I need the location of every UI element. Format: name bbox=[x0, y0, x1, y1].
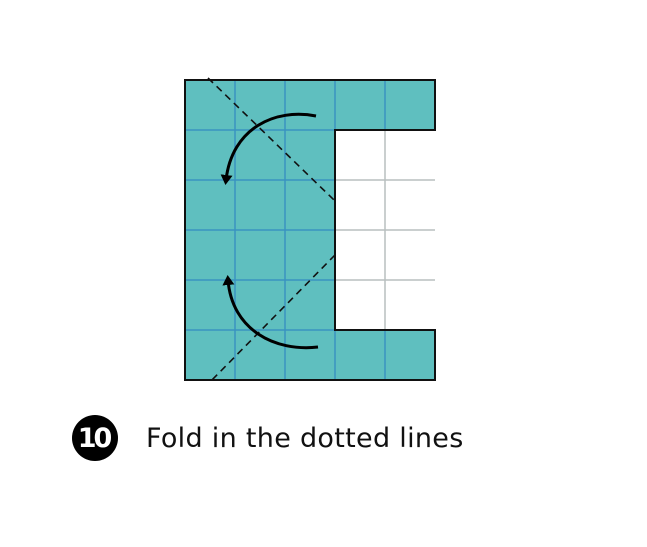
lower-diagonal-fold bbox=[211, 254, 336, 381]
grid-cell bbox=[235, 80, 285, 130]
grid-cell bbox=[235, 280, 285, 330]
step-caption: 10 Fold in the dotted lines bbox=[72, 415, 464, 461]
grid-cell bbox=[185, 80, 235, 130]
upper-diagonal-fold bbox=[207, 77, 335, 201]
grid-cell bbox=[285, 280, 335, 330]
grid-cell bbox=[185, 330, 235, 380]
grid-cell bbox=[185, 280, 235, 330]
grid-cell bbox=[335, 80, 385, 130]
grid-cell bbox=[335, 130, 385, 180]
grid-cell bbox=[385, 180, 435, 230]
grid-cell bbox=[185, 230, 235, 280]
grid-cell bbox=[285, 130, 335, 180]
grid-cell bbox=[335, 230, 385, 280]
origami-diagram bbox=[184, 77, 436, 381]
grid-cell bbox=[285, 230, 335, 280]
step-number-badge: 10 bbox=[72, 415, 118, 461]
upper-fold-arrow bbox=[220, 112, 317, 185]
grid-cell bbox=[335, 280, 385, 330]
lower-fold-arrow bbox=[222, 275, 319, 350]
grid-cell bbox=[385, 230, 435, 280]
grid-cell bbox=[385, 330, 435, 380]
grid-cell bbox=[235, 180, 285, 230]
grid-cell bbox=[285, 330, 335, 380]
grid-cell bbox=[285, 80, 335, 130]
grid-cell bbox=[335, 180, 385, 230]
grid-outline bbox=[184, 79, 436, 381]
step-instruction: Fold in the dotted lines bbox=[146, 422, 464, 454]
grid-cells bbox=[185, 80, 435, 380]
grid-cell bbox=[235, 230, 285, 280]
grid-cell bbox=[385, 130, 435, 180]
grid-cell bbox=[285, 180, 335, 230]
grid-cell bbox=[335, 330, 385, 380]
grid-cell bbox=[185, 180, 235, 230]
grid-cell bbox=[385, 80, 435, 130]
grid-cell bbox=[235, 330, 285, 380]
grid-cell bbox=[385, 280, 435, 330]
